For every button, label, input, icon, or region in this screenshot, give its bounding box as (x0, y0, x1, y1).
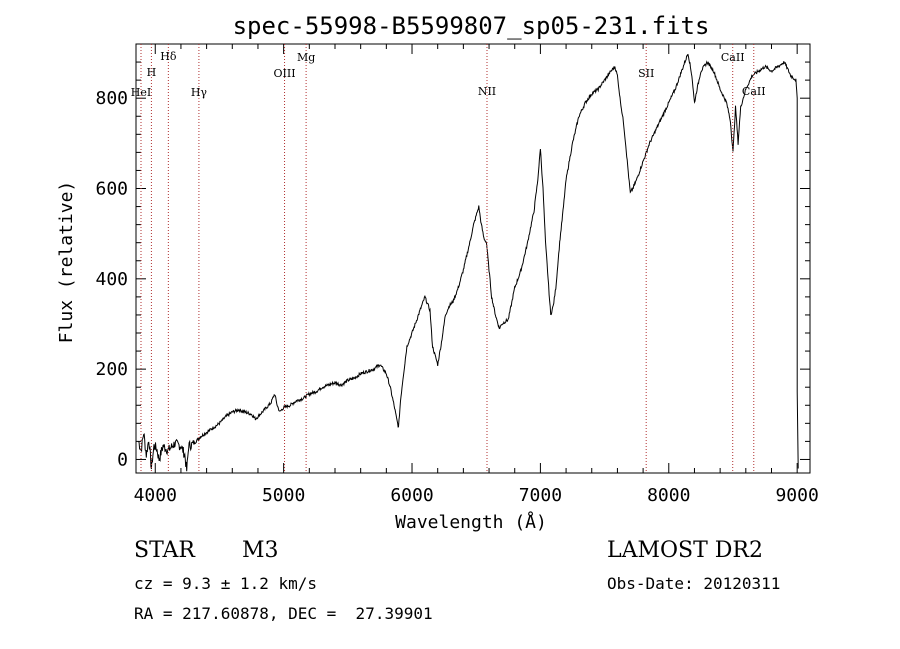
x-tick-label: 4000 (134, 485, 177, 506)
spectral-line-label: SII (638, 67, 654, 80)
spectral-line-label: H (147, 66, 157, 79)
survey-name: LAMOST DR2 (607, 538, 763, 563)
redshift-cz: cz = 9.3 ± 1.2 km/s (134, 574, 318, 593)
plot-area (135, 43, 811, 474)
x-axis-label: Wavelength (Å) (395, 511, 547, 533)
spectral-line-label: Mg (297, 51, 315, 64)
y-tick-label: 400 (95, 269, 128, 290)
x-tick-label: 5000 (262, 485, 305, 506)
spectral-line-label: NII (478, 85, 496, 98)
spectral-line-label: CaII (742, 85, 766, 98)
x-tick-label: 7000 (519, 485, 562, 506)
y-axis: 0 200 400 600 800 (95, 61, 810, 470)
x-tick-label: 6000 (390, 485, 433, 506)
spectral-line-label: OIII (274, 67, 296, 80)
y-tick-label: 0 (117, 449, 128, 470)
object-subclass: M3 (242, 538, 279, 563)
spectrum-line (138, 53, 799, 472)
object-class: STAR (134, 538, 195, 563)
observation-date: Obs-Date: 20120311 (607, 574, 781, 593)
plot-frame (135, 43, 811, 474)
x-axis: 4000 5000 6000 7000 8000 9000 (134, 44, 819, 506)
spectral-line-label: HeI (131, 86, 151, 99)
chart-title: spec-55998-B5599807_sp05-231.fits (233, 12, 710, 40)
x-tick-label: 8000 (647, 485, 690, 506)
y-tick-label: 800 (95, 88, 128, 109)
y-axis-label: Flux (relative) (56, 181, 77, 344)
spectral-line-label: CaII (721, 51, 745, 64)
x-tick-label: 9000 (775, 485, 818, 506)
spectral-line-label: Hγ (191, 86, 208, 99)
spectrum-chart: spec-55998-B5599807_sp05-231.fits 4000 50… (56, 12, 819, 533)
spectral-line-label: Hδ (160, 50, 177, 63)
y-tick-label: 200 (95, 359, 128, 380)
y-tick-label: 600 (95, 179, 128, 200)
ra-dec: RA = 217.60878, DEC = 27.39901 (134, 604, 433, 623)
